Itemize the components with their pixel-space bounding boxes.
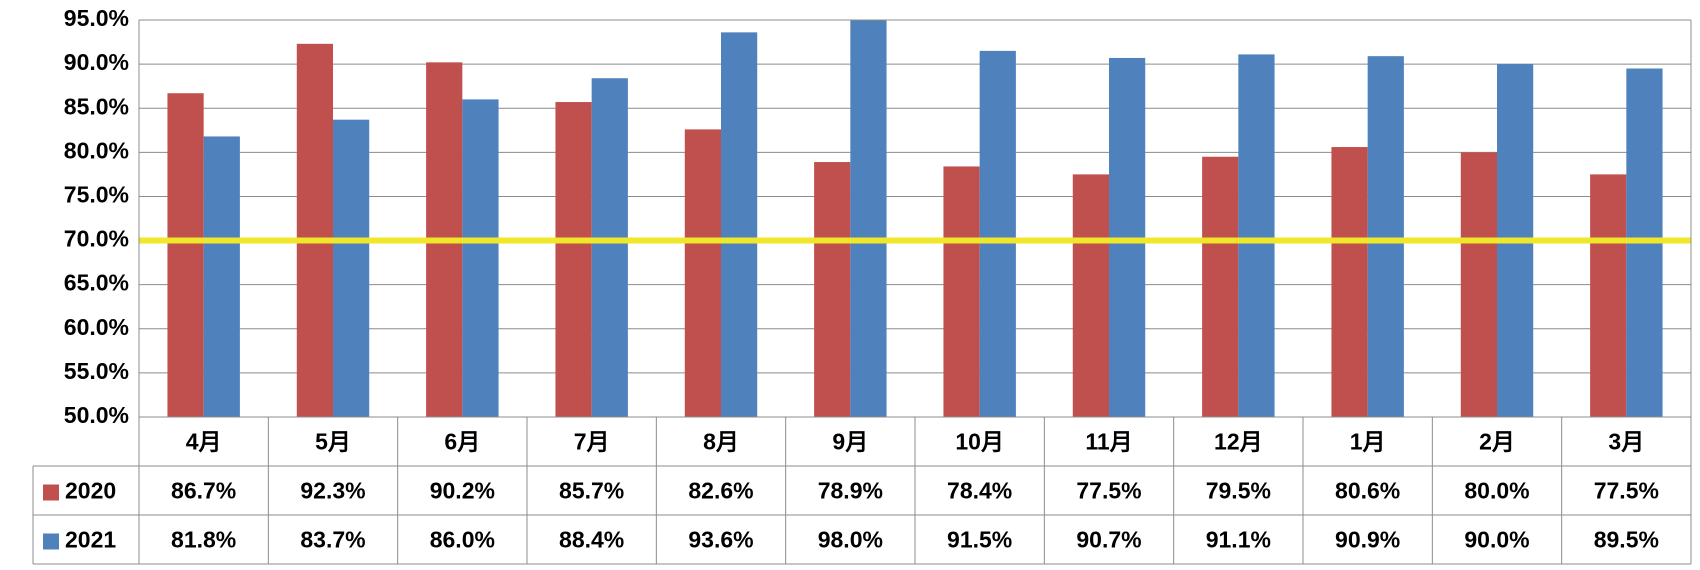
bar bbox=[333, 119, 370, 417]
bar bbox=[1331, 147, 1368, 417]
legend-swatch bbox=[43, 533, 59, 550]
data-label: 79.5% bbox=[1206, 478, 1271, 504]
y-tick-label: 65.0% bbox=[64, 270, 129, 296]
data-label: 91.1% bbox=[1206, 527, 1271, 553]
x-tick-label: 4月 bbox=[186, 429, 222, 455]
data-label: 86.0% bbox=[430, 527, 495, 553]
data-label: 92.3% bbox=[300, 478, 365, 504]
x-tick-label: 3月 bbox=[1608, 429, 1644, 455]
bar bbox=[721, 32, 758, 417]
x-tick-label: 8月 bbox=[703, 429, 739, 455]
bar bbox=[979, 50, 1016, 417]
data-label: 80.0% bbox=[1464, 478, 1529, 504]
y-tick-label: 55.0% bbox=[64, 358, 129, 384]
bar bbox=[203, 136, 240, 417]
data-label: 88.4% bbox=[559, 527, 624, 553]
bars bbox=[167, 20, 1663, 417]
y-tick-label: 50.0% bbox=[64, 402, 129, 428]
bar bbox=[850, 20, 887, 417]
data-label: 82.6% bbox=[688, 478, 753, 504]
bar bbox=[1367, 56, 1404, 417]
x-tick-label: 9月 bbox=[832, 429, 868, 455]
data-label: 85.7% bbox=[559, 478, 624, 504]
bar bbox=[684, 129, 721, 417]
y-tick-label: 90.0% bbox=[64, 49, 129, 75]
bar bbox=[943, 166, 980, 417]
y-tick-label: 75.0% bbox=[64, 182, 129, 208]
bar bbox=[1460, 152, 1497, 417]
data-label: 89.5% bbox=[1594, 527, 1659, 553]
y-tick-label: 60.0% bbox=[64, 314, 129, 340]
bar bbox=[167, 93, 204, 417]
legend-label: 2021 bbox=[65, 527, 116, 553]
data-label: 90.9% bbox=[1335, 527, 1400, 553]
bar bbox=[1109, 57, 1146, 417]
x-tick-label: 7月 bbox=[574, 429, 610, 455]
y-tick-label: 85.0% bbox=[64, 93, 129, 119]
data-label: 83.7% bbox=[300, 527, 365, 553]
legend-label: 2020 bbox=[65, 478, 116, 504]
data-label: 90.7% bbox=[1076, 527, 1141, 553]
legend-swatch bbox=[43, 484, 59, 501]
y-tick-label: 70.0% bbox=[64, 226, 129, 252]
data-label: 77.5% bbox=[1594, 478, 1659, 504]
data-label: 80.6% bbox=[1335, 478, 1400, 504]
bar bbox=[296, 43, 333, 417]
data-label: 78.4% bbox=[947, 478, 1012, 504]
bar bbox=[1590, 174, 1627, 417]
bar bbox=[1072, 174, 1109, 417]
data-label: 93.6% bbox=[688, 527, 753, 553]
bar bbox=[1238, 54, 1275, 417]
y-tick-label: 80.0% bbox=[64, 137, 129, 163]
bar bbox=[462, 99, 499, 417]
data-label: 90.2% bbox=[430, 478, 495, 504]
data-label: 81.8% bbox=[171, 527, 236, 553]
x-tick-label: 2月 bbox=[1479, 429, 1515, 455]
x-tick-label: 11月 bbox=[1085, 429, 1132, 455]
y-tick-label: 95.0% bbox=[64, 5, 129, 31]
data-label: 90.0% bbox=[1464, 527, 1529, 553]
data-label: 98.0% bbox=[818, 527, 883, 553]
data-label: 78.9% bbox=[818, 478, 883, 504]
x-tick-label: 5月 bbox=[315, 429, 351, 455]
data-label: 86.7% bbox=[171, 478, 236, 504]
bar bbox=[1202, 156, 1239, 417]
bar bbox=[555, 102, 592, 417]
x-tick-label: 10月 bbox=[955, 429, 1004, 455]
bar bbox=[814, 162, 851, 417]
x-tick-label: 1月 bbox=[1350, 429, 1386, 455]
bar bbox=[591, 78, 628, 417]
x-tick-label: 6月 bbox=[444, 429, 480, 455]
data-label: 91.5% bbox=[947, 527, 1012, 553]
data-label: 77.5% bbox=[1076, 478, 1141, 504]
x-tick-label: 12月 bbox=[1214, 429, 1263, 455]
